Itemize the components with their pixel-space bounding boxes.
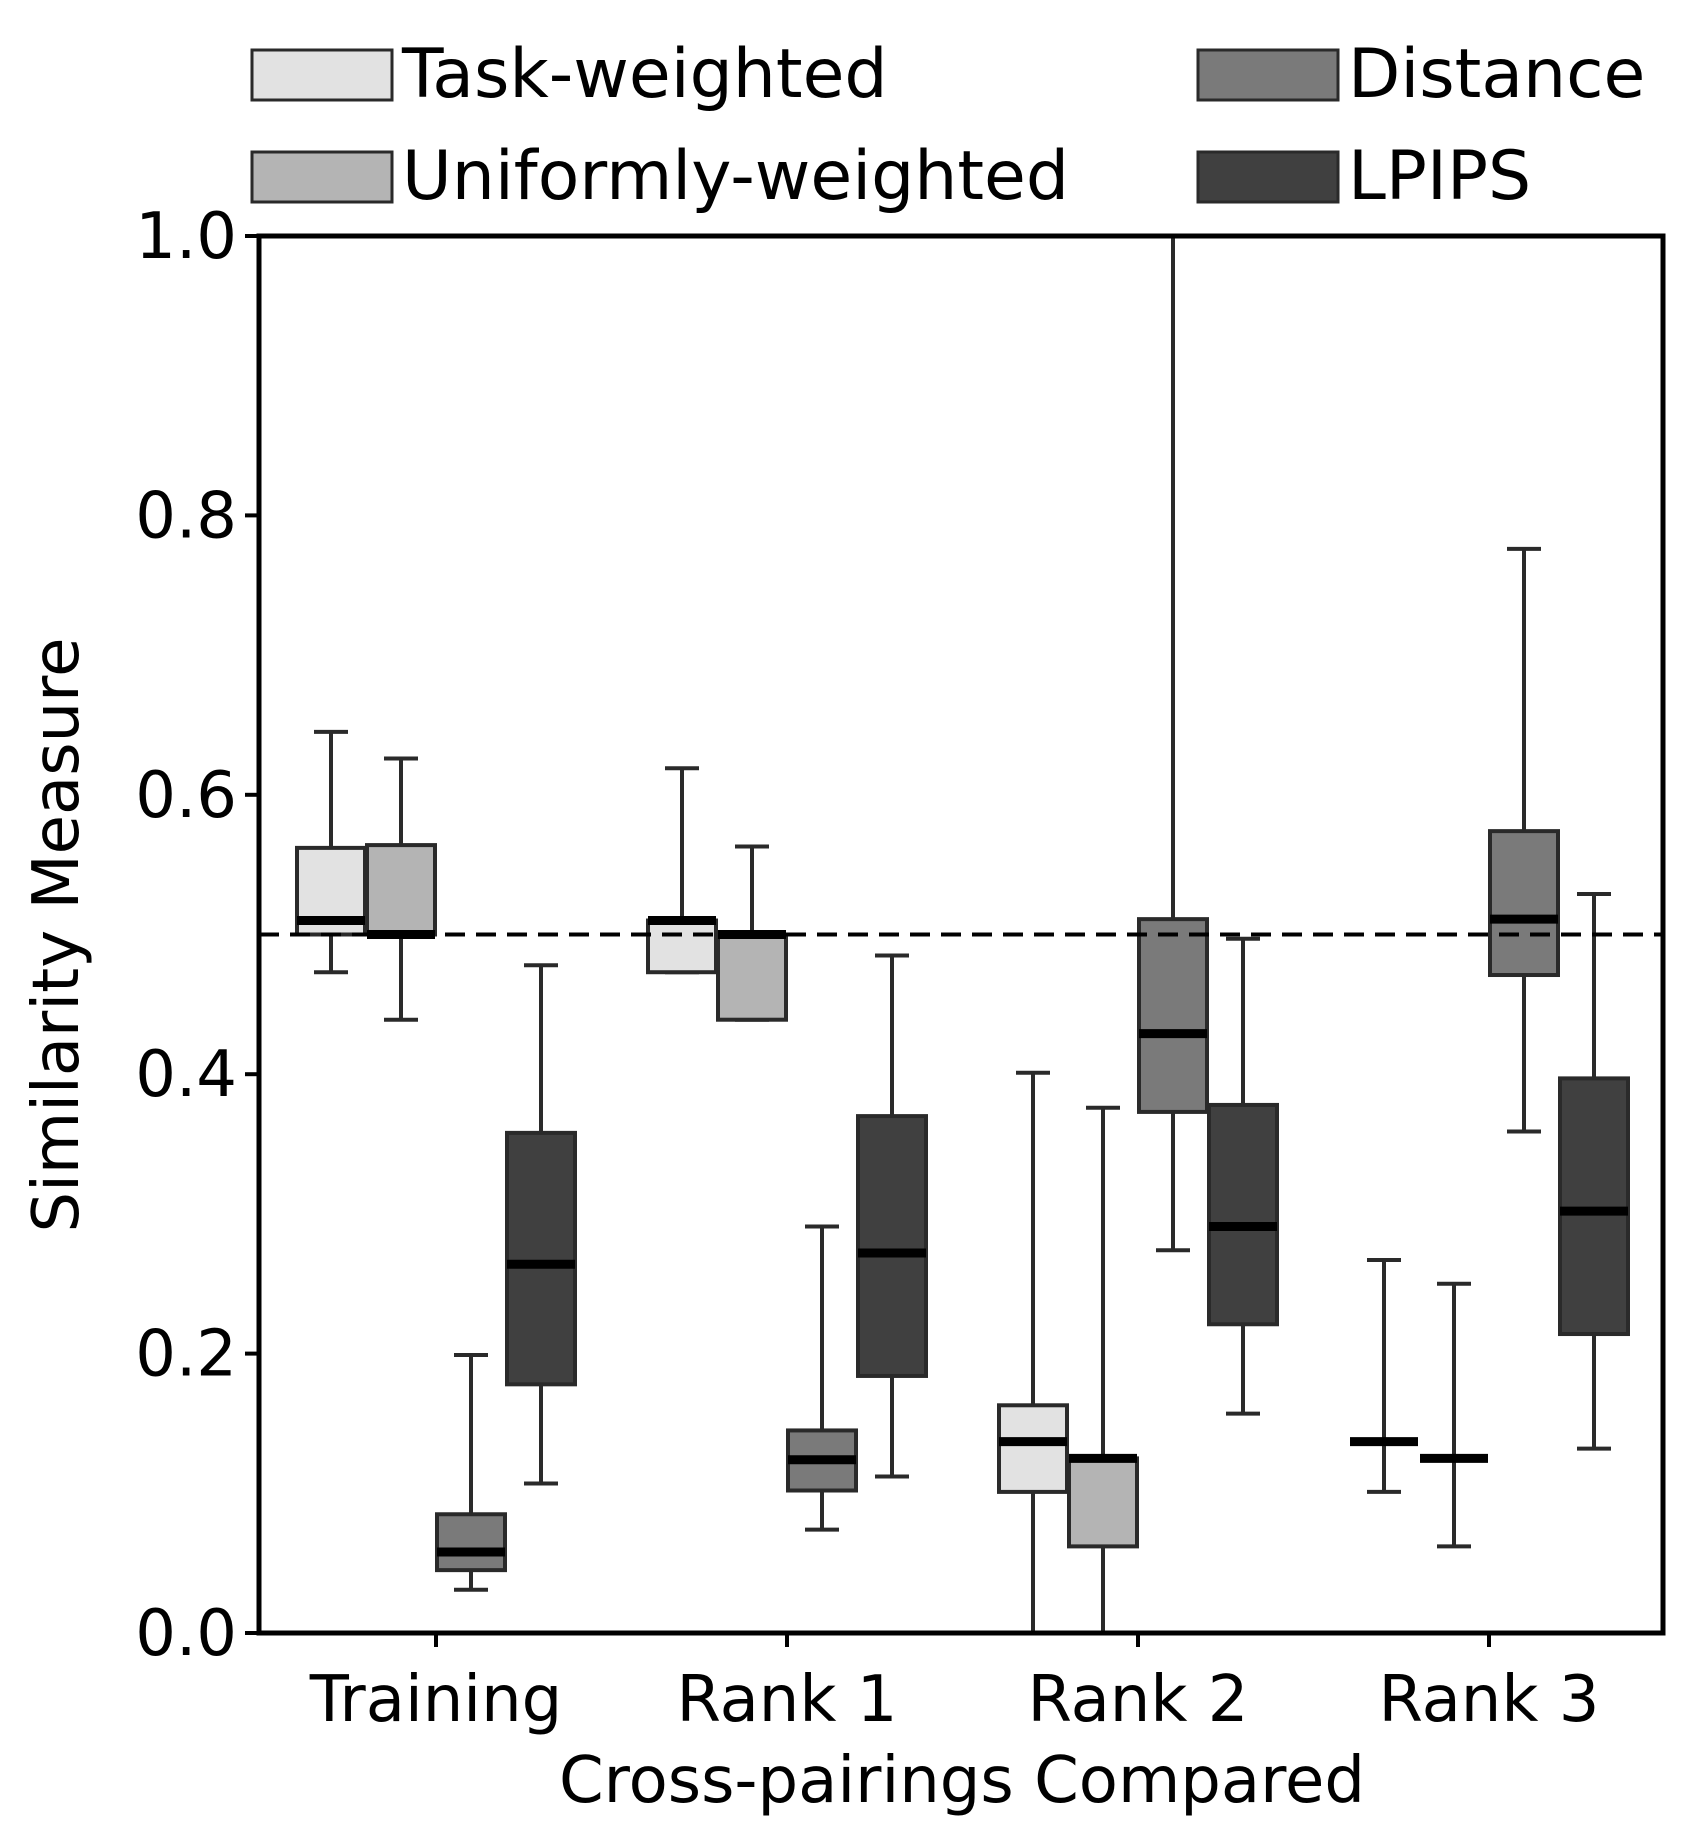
box-uniformly-weighted-rank-1	[716, 844, 788, 1022]
box-body	[1067, 1456, 1139, 1549]
box-body	[1488, 829, 1560, 978]
plot-area	[259, 236, 1663, 1633]
legend-entry: Distance	[1196, 35, 1645, 114]
y-axis-title: Similarity Measure	[20, 638, 94, 1233]
box-body	[365, 843, 437, 937]
x-axis-title: Cross-pairings Compared	[559, 1744, 1365, 1818]
legend-label: LPIPS	[1348, 137, 1531, 216]
y-tick-label: 0.4	[135, 1038, 237, 1112]
legend-swatch	[250, 48, 394, 102]
x-tick-label: Rank 2	[1028, 1663, 1249, 1737]
box-body	[1137, 917, 1209, 1114]
box-body	[435, 1512, 507, 1573]
y-tick-label: 0.8	[135, 479, 237, 553]
box-body	[1558, 1076, 1630, 1337]
y-tick-label: 1.0	[135, 200, 237, 274]
box-lpips-rank-3	[1558, 891, 1630, 1451]
y-tick-label: 0.0	[135, 1597, 237, 1671]
legend-swatch	[1196, 48, 1340, 102]
box-body	[1207, 1102, 1279, 1327]
box-body	[505, 1130, 577, 1387]
box-distance-training	[435, 1352, 507, 1592]
box-lpips-training	[505, 963, 577, 1486]
y-axis: Similarity Measure 0.0 0.2 0.4 0.6 0.8 1.0	[20, 200, 259, 1671]
box-task-weighted-rank-2	[997, 1070, 1069, 1633]
legend-label: Distance	[1348, 35, 1645, 114]
box-body	[716, 932, 788, 1022]
box-lpips-rank-1	[856, 953, 928, 1479]
legend-entry: LPIPS	[1196, 137, 1531, 216]
x-tick-label: Training	[309, 1663, 563, 1737]
box-body	[856, 1114, 928, 1378]
box-uniformly-weighted-rank-2	[1067, 1105, 1139, 1633]
y-tick-label: 0.2	[135, 1318, 237, 1392]
x-tick-label: Rank 3	[1379, 1663, 1600, 1737]
box-lpips-rank-2	[1207, 936, 1279, 1416]
box-body	[997, 1403, 1069, 1494]
box-uniformly-weighted-rank-3	[1420, 1281, 1488, 1549]
legend-entry: Uniformly-weighted	[250, 137, 1069, 216]
box-uniformly-weighted-training	[365, 756, 437, 1022]
box-distance-rank-1	[786, 1224, 858, 1532]
box-body	[646, 918, 718, 975]
box-task-weighted-training	[295, 729, 367, 975]
box-distance-rank-3	[1488, 546, 1560, 1134]
legend-swatch	[250, 150, 394, 204]
box-task-weighted-rank-1	[646, 766, 718, 975]
y-tick-label: 0.6	[135, 759, 237, 833]
legend-entry: Task-weighted	[250, 35, 888, 114]
box-task-weighted-rank-3	[1350, 1258, 1418, 1494]
legend-label: Task-weighted	[401, 35, 888, 114]
x-axis: Cross-pairings Compared Training Rank 1 Ra…	[309, 1633, 1600, 1818]
plot-frame	[256, 233, 1666, 1636]
legend-label: Uniformly-weighted	[402, 137, 1069, 216]
legend-swatch	[1196, 150, 1340, 204]
box-distance-rank-2	[1137, 236, 1209, 1253]
legend: Task-weighted Uniformly-weighted Distance L…	[250, 35, 1645, 216]
x-tick-label: Rank 1	[677, 1663, 898, 1737]
